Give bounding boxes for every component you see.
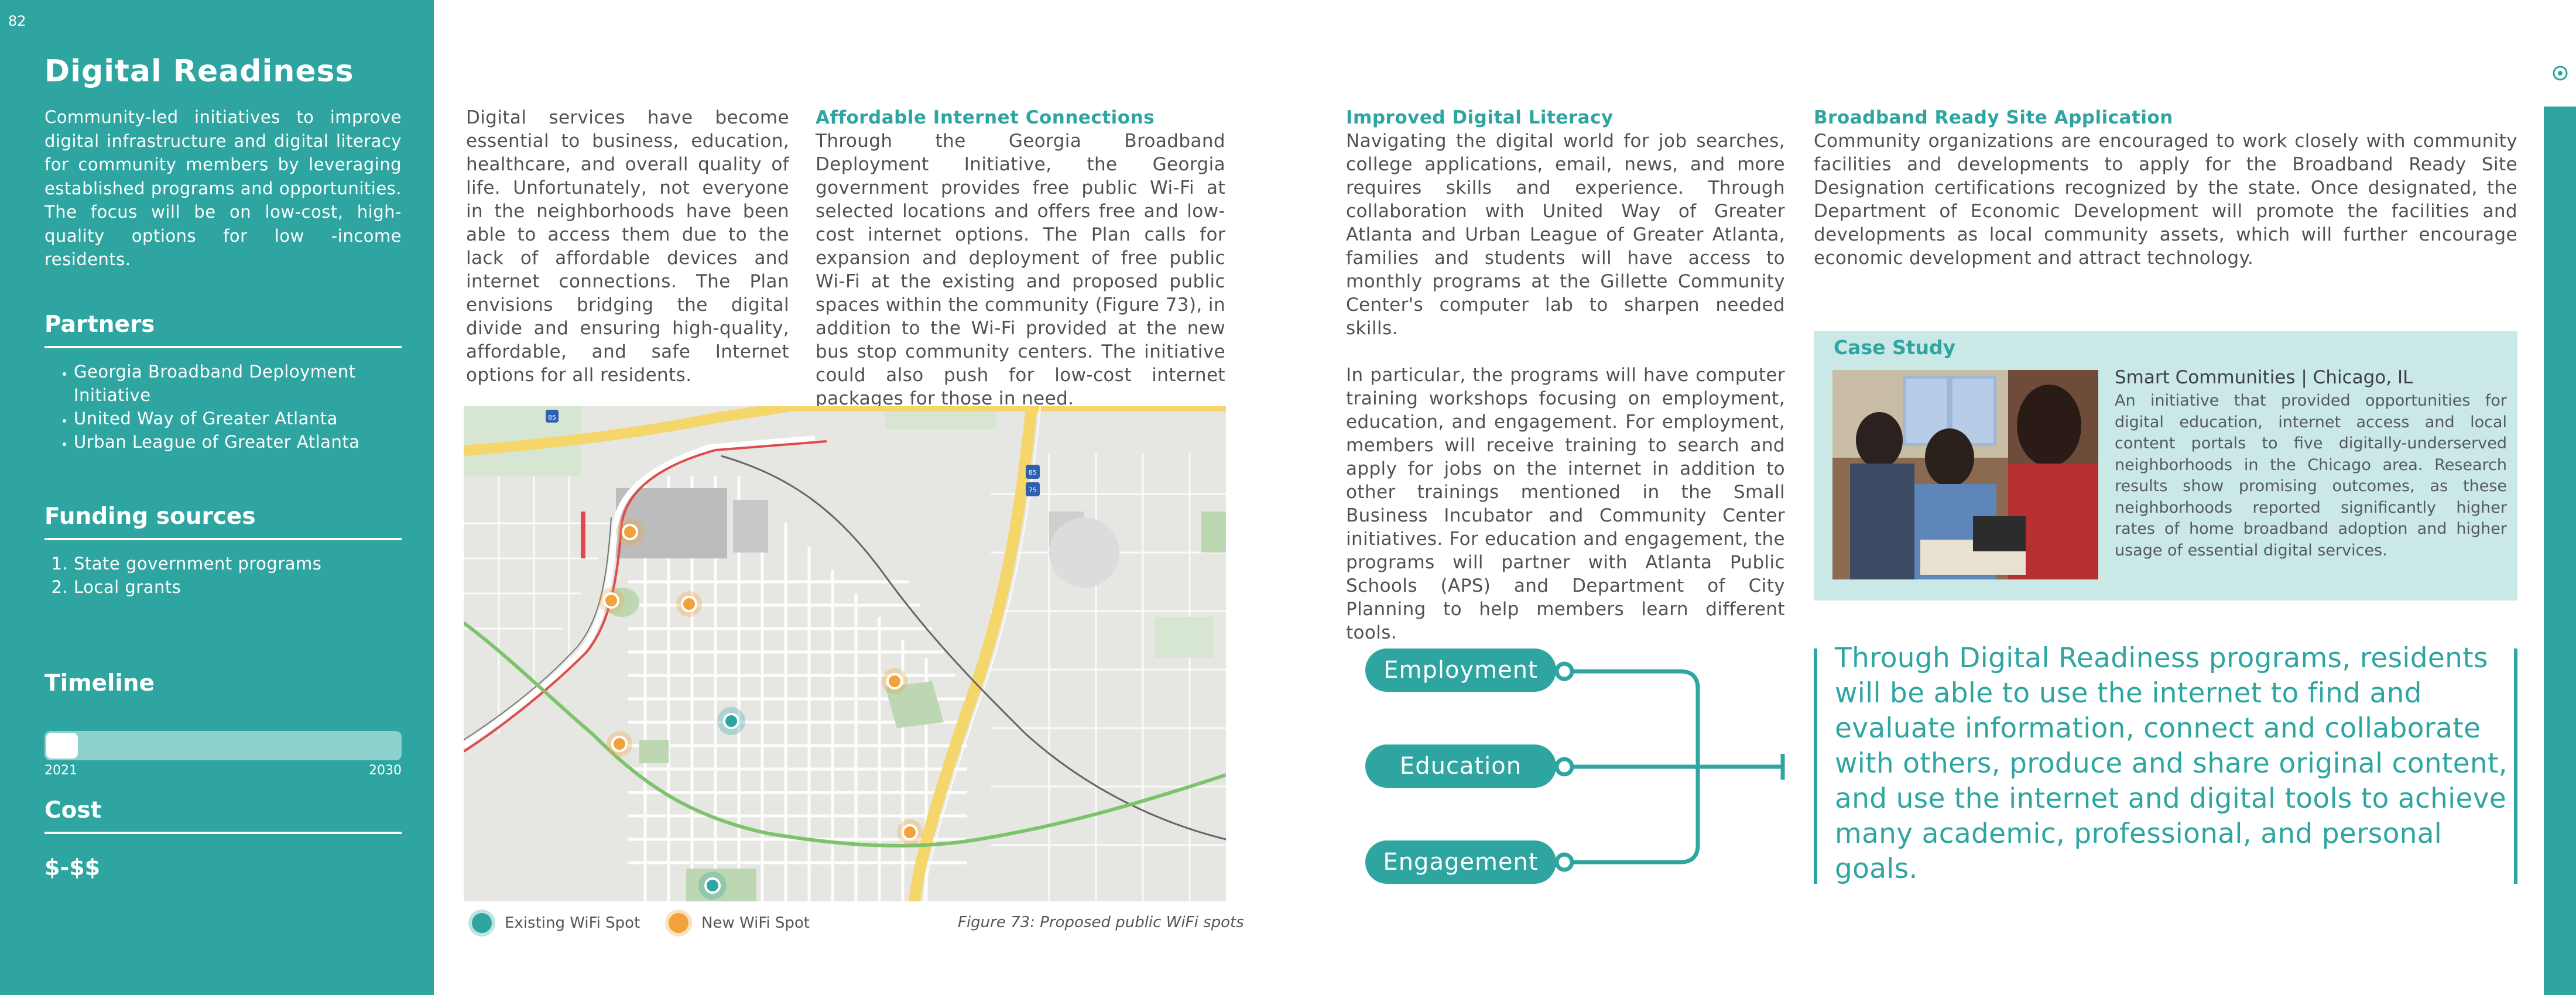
figure-caption: Figure 73: Proposed public WiFi spots	[958, 914, 1244, 931]
timeline-progress	[46, 733, 78, 759]
broadband-heading: Broadband Ready Site Application	[1814, 107, 2173, 128]
list-item: Local grants	[74, 575, 402, 599]
list-item: United Way of Greater Atlanta	[74, 407, 402, 430]
legend-new: New WiFi Spot	[669, 913, 810, 933]
legend-new-label: New WiFi Spot	[701, 914, 810, 932]
legend-existing: Existing WiFi Spot	[472, 913, 640, 933]
affordable-heading: Affordable Internet Connections	[816, 107, 1155, 128]
page-logo-icon	[2553, 66, 2568, 81]
timeline-bar	[44, 731, 402, 760]
pill-education: Education	[1365, 744, 1556, 788]
pull-quote: Through Digital Readiness programs, resi…	[1835, 642, 2508, 885]
page-number-right: 83	[2548, 13, 2566, 29]
affordable-body: Through the Georgia Broadband Deployment…	[816, 131, 1225, 409]
existing-wifi-icon	[472, 913, 492, 933]
funding-heading: Funding sources	[44, 503, 402, 540]
partners-heading: Partners	[44, 311, 402, 348]
legend-existing-label: Existing WiFi Spot	[505, 914, 640, 932]
digital-literacy-section: Improved Digital Literacy Navigating the…	[1346, 106, 1785, 644]
list-item: State government programs	[74, 552, 402, 575]
intro-paragraph: Digital services have become essential t…	[466, 107, 789, 386]
literacy-body-2: In particular, the programs will have co…	[1346, 365, 1785, 643]
highway-shield-label: 85	[548, 414, 556, 421]
right-edge-strip	[2544, 0, 2576, 995]
partners-list: Georgia Broadband Deployment Initiative …	[44, 360, 402, 454]
list-item: Urban League of Greater Atlanta	[74, 430, 402, 454]
case-study-body: An initiative that provided opportunitie…	[2115, 392, 2507, 560]
new-wifi-icon	[669, 913, 688, 933]
cost-value: $-$$	[44, 855, 101, 880]
funding-list: State government programs Local grants	[44, 552, 402, 599]
timeline-end: 2030	[369, 763, 402, 778]
quote-box	[1814, 649, 2517, 884]
literacy-body-1: Navigating the digital world for job sea…	[1346, 131, 1785, 339]
page-number-left: 82	[8, 13, 26, 29]
wifi-map: 85 85 75	[464, 406, 1226, 901]
pill-engagement: Engagement	[1365, 840, 1556, 884]
cost-section: Cost	[44, 797, 402, 834]
affordable-internet-section: Affordable Internet Connections Through …	[816, 106, 1225, 410]
map-illustration: 85 85 75	[464, 406, 1226, 901]
timeline-section: Timeline	[44, 670, 402, 705]
pill-employment: Employment	[1365, 649, 1556, 692]
case-study-photo	[1832, 370, 2098, 579]
case-study-label: Case Study	[1834, 336, 1956, 359]
partners-section: Partners Georgia Broadband Deployment In…	[44, 311, 402, 454]
new-wifi-spots	[598, 518, 923, 845]
case-study-title: Smart Communities | Chicago, IL	[2115, 367, 2413, 388]
broadband-section: Broadband Ready Site Application Communi…	[1814, 106, 2517, 270]
section-title: Digital Readiness	[44, 54, 354, 89]
timeline-heading: Timeline	[44, 670, 155, 696]
cost-heading: Cost	[44, 797, 402, 834]
literacy-heading: Improved Digital Literacy	[1346, 107, 1614, 128]
sidebar: 82 Digital Readiness Community-led initi…	[0, 0, 434, 995]
highway-shield-label: 85	[1029, 469, 1037, 476]
highway-shield-label: 75	[1029, 486, 1037, 494]
connector-diagram	[1554, 661, 1785, 872]
section-intro: Community-led initiatives to improve dig…	[44, 107, 402, 269]
timeline-start: 2021	[44, 763, 77, 778]
funding-section: Funding sources State government program…	[44, 503, 402, 599]
existing-wifi-spots	[698, 707, 745, 900]
list-item: Georgia Broadband Deployment Initiative	[74, 360, 402, 407]
broadband-body: Community organizations are encouraged t…	[1814, 131, 2517, 269]
